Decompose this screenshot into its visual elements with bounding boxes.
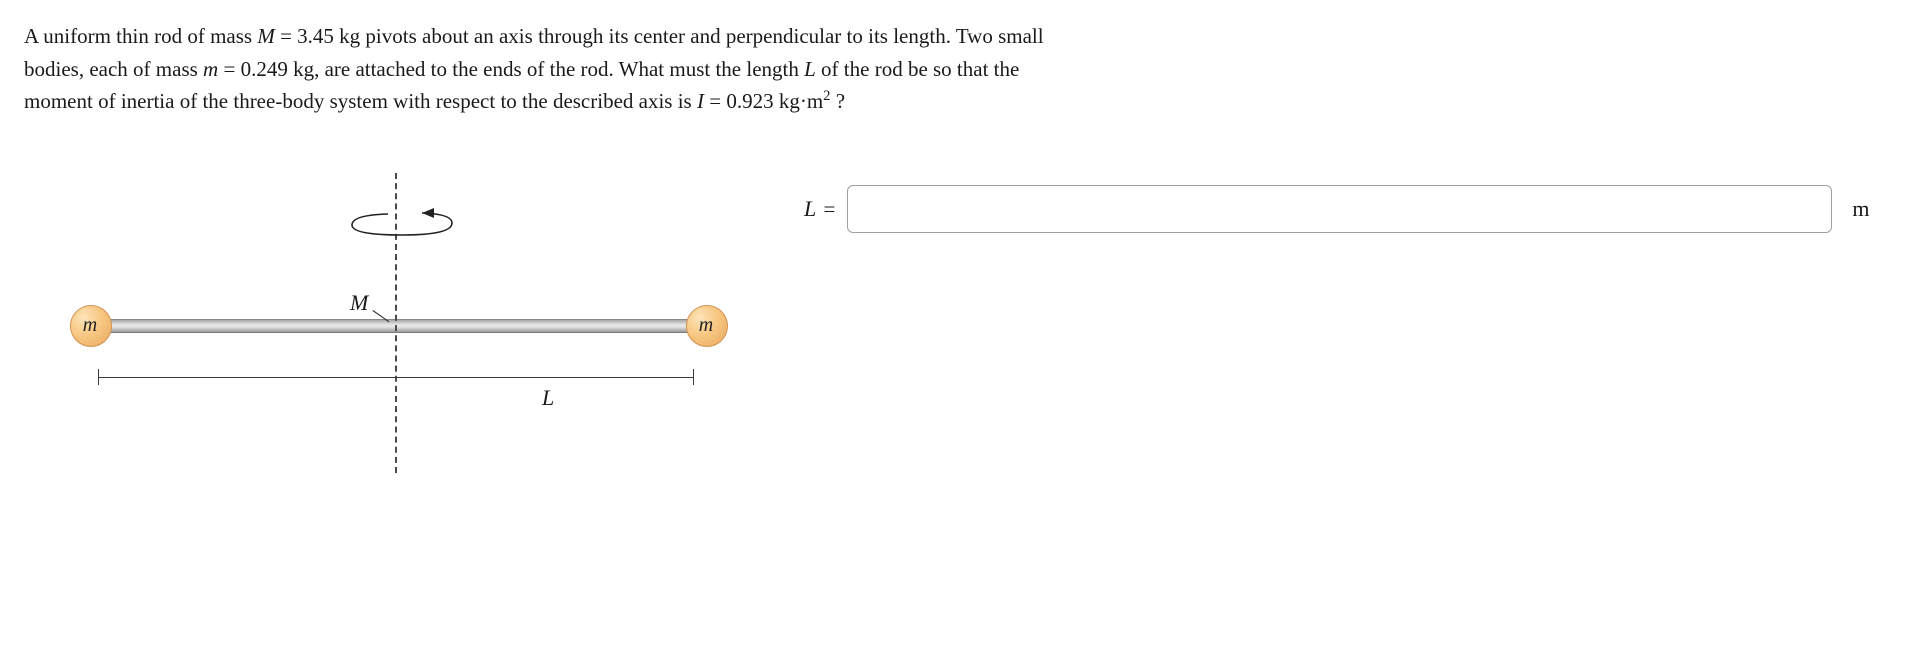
m-value: 0.249 kg [241, 57, 315, 81]
text: bodies, each of mass [24, 57, 203, 81]
rod-diagram: m m M L [24, 163, 744, 503]
answer-var: L [804, 196, 816, 221]
text: = [275, 24, 297, 48]
text: moment of inertia of the three-body syst… [24, 89, 697, 113]
text: A uniform thin rod of mass [24, 24, 257, 48]
text: = [218, 57, 240, 81]
var-m: m [203, 57, 218, 81]
var-M: M [257, 24, 275, 48]
length-label: L [542, 385, 554, 411]
var-L: L [804, 57, 816, 81]
I-value: 0.923 kg·m [726, 89, 823, 113]
mass-label-right: m [686, 314, 726, 337]
answer-row: L = m [804, 185, 1869, 233]
text: pivots about an axis through its center … [360, 24, 1043, 48]
rod-mass-label: M [350, 290, 368, 316]
text: , are attached to the ends of the rod. W… [314, 57, 804, 81]
answer-unit: m [1852, 196, 1869, 222]
M-value: 3.45 kg [297, 24, 360, 48]
I-exponent: 2 [823, 88, 830, 104]
content-row: m m M L L = m [24, 163, 1902, 503]
text: = [704, 89, 726, 113]
mass-label-left: m [70, 314, 110, 337]
answer-input[interactable] [847, 185, 1832, 233]
text: of the rod be so that the [816, 57, 1020, 81]
problem-text: A uniform thin rod of mass M = 3.45 kg p… [24, 20, 1902, 118]
rotation-arrow-icon [342, 205, 462, 245]
var-I: I [697, 89, 704, 113]
answer-eq: = [818, 197, 835, 221]
answer-label: L = [804, 196, 835, 222]
text: ? [831, 89, 846, 113]
